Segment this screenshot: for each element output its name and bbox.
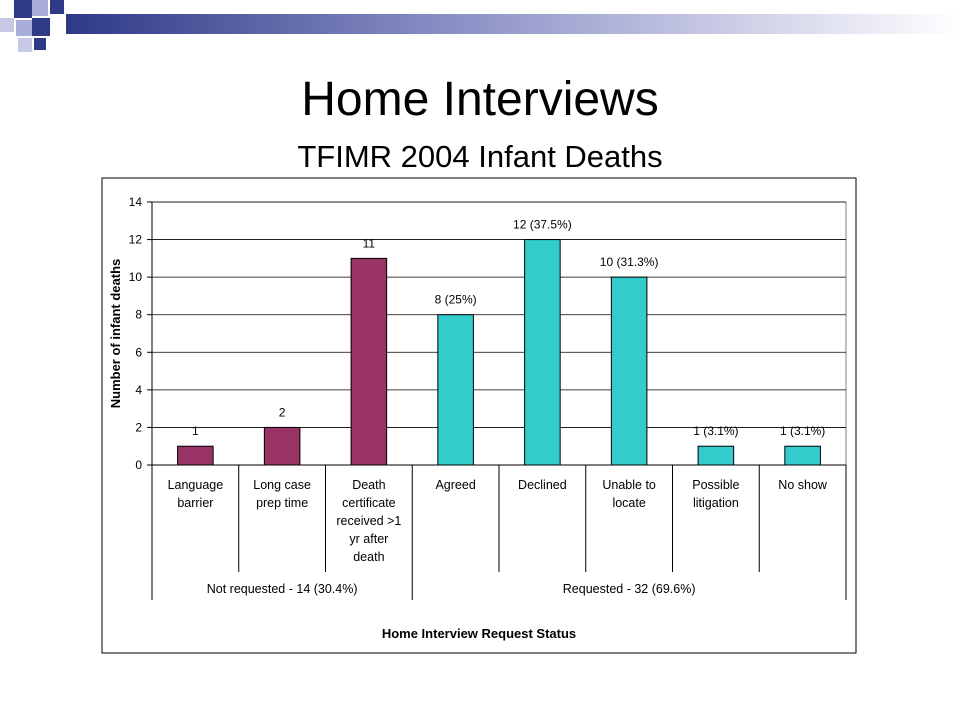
y-tick-label: 2 (135, 420, 142, 434)
x-axis-label: Home Interview Request Status (382, 626, 576, 641)
x-tick-label: yr after (349, 532, 388, 546)
group-label: Not requested - 14 (30.4%) (207, 582, 358, 596)
y-tick-label: 0 (135, 458, 142, 472)
y-tick-label: 4 (135, 383, 142, 397)
data-label: 11 (363, 236, 376, 250)
bar (263, 426, 301, 466)
x-tick-label: litigation (693, 496, 739, 510)
data-label: 1 (192, 424, 199, 438)
deco-square-navy-4 (34, 38, 46, 50)
x-tick-label: Agreed (435, 478, 475, 492)
bar (437, 314, 474, 466)
bar (697, 445, 735, 466)
data-label: 2 (279, 405, 286, 419)
bar (610, 276, 648, 466)
bar (784, 445, 821, 466)
y-tick-label: 6 (135, 345, 142, 359)
y-axis-label: Number of infant deaths (108, 259, 123, 409)
y-tick-label: 12 (129, 233, 143, 247)
x-tick-label: death (353, 550, 384, 564)
x-tick-label: No show (778, 478, 828, 492)
x-tick-label: locate (612, 496, 645, 510)
bar (350, 257, 388, 466)
x-tick-label: Language (168, 478, 224, 492)
y-tick-label: 10 (129, 270, 143, 284)
deco-square-lavender-3 (16, 20, 32, 36)
bar (177, 445, 214, 466)
plot-area (151, 201, 847, 466)
slide-subtitle: TFIMR 2004 Infant Deaths (297, 139, 663, 174)
x-tick-label: received >1 (336, 514, 401, 528)
slide-decoration (0, 0, 960, 52)
y-tick-label: 14 (129, 195, 143, 209)
bar (524, 239, 561, 466)
deco-square-lavender-2 (0, 18, 14, 32)
x-tick-label: certificate (342, 496, 396, 510)
x-tick-label: Death (352, 478, 385, 492)
deco-square-navy-2 (50, 0, 64, 14)
y-tick-label: 8 (135, 308, 142, 322)
x-tick-label: Long case (253, 478, 311, 492)
x-tick-label: barrier (177, 496, 213, 510)
deco-square-lavender-1 (32, 0, 48, 16)
data-label: 10 (31.3%) (600, 255, 659, 269)
x-tick-label: Unable to (602, 478, 656, 492)
data-label: 12 (37.5%) (513, 218, 572, 232)
slide-title: Home Interviews (301, 73, 659, 126)
data-label: 1 (3.1%) (780, 424, 825, 438)
data-label: 1 (3.1%) (693, 424, 738, 438)
deco-square-navy-3 (32, 18, 50, 36)
x-tick-label: prep time (256, 496, 308, 510)
x-tick-label: Possible (692, 478, 739, 492)
x-tick-label: Declined (518, 478, 567, 492)
group-label: Requested - 32 (69.6%) (563, 582, 696, 596)
deco-gradient-bar (66, 14, 960, 34)
deco-square-lavender-4 (18, 38, 32, 52)
deco-square-navy-1 (14, 0, 32, 18)
data-label: 8 (25%) (435, 293, 477, 307)
